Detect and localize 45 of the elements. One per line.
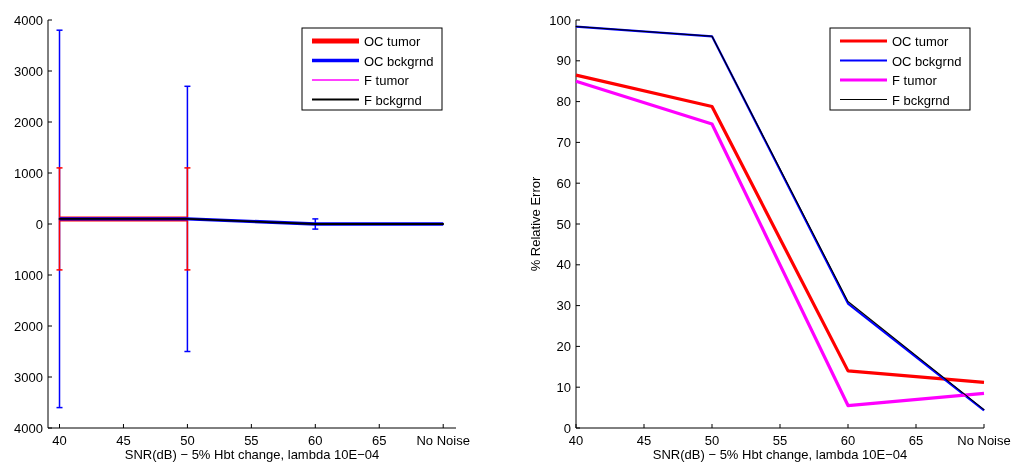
y-tick-label: 50 bbox=[556, 216, 571, 232]
y-tick-label: 100 bbox=[549, 12, 571, 28]
y-tick-label: 70 bbox=[556, 134, 571, 150]
y-tick-label: 3000 bbox=[14, 369, 43, 385]
y-tick-label: 3000 bbox=[14, 63, 43, 79]
legend-label: F tumor bbox=[364, 73, 410, 88]
legend-label: F bckgrnd bbox=[364, 92, 422, 108]
x-tick-label: 65 bbox=[908, 433, 924, 448]
x-tick-label: 60 bbox=[308, 433, 323, 448]
y-tick-label: 30 bbox=[556, 298, 571, 314]
y-tick-label: 0 bbox=[35, 216, 43, 232]
x-tick-label: 40 bbox=[568, 433, 584, 448]
x-axis-title: SNR(dB) − 5% Hbt change, lambda 10E−04 bbox=[652, 447, 908, 462]
y-tick-label: 90 bbox=[556, 53, 571, 69]
x-tick-label: 40 bbox=[52, 433, 67, 448]
x-tick-label: No Noise bbox=[416, 433, 470, 448]
legend-label: OC bckgrnd bbox=[364, 53, 434, 69]
x-tick-label: 65 bbox=[372, 433, 387, 448]
x-tick-label: 55 bbox=[244, 433, 259, 448]
legend-label: F bckgrnd bbox=[892, 92, 950, 108]
y-tick-label: 2000 bbox=[14, 318, 43, 334]
y-tick-label: 1000 bbox=[14, 165, 43, 181]
x-tick-label: 60 bbox=[840, 433, 856, 448]
legend-label: OC bckgrnd bbox=[892, 53, 962, 69]
y-tick-label: 1000 bbox=[14, 267, 43, 283]
x-axis-title: SNR(dB) − 5% Hbt change, lambda 10E−04 bbox=[124, 447, 380, 462]
y-tick-label: 4000 bbox=[14, 12, 43, 28]
x-tick-label: No Noise bbox=[957, 433, 1011, 448]
y-tick-label: 4000 bbox=[14, 420, 43, 436]
legend-label: F tumor bbox=[892, 73, 938, 88]
legend-label: OC tumor bbox=[364, 34, 422, 49]
x-tick-label: 50 bbox=[704, 433, 720, 448]
legend-label: OC tumor bbox=[892, 34, 950, 49]
x-tick-label: 55 bbox=[772, 433, 788, 448]
y-tick-label: 0 bbox=[563, 420, 571, 436]
y-tick-label: 10 bbox=[556, 379, 571, 395]
y-tick-label: 2000 bbox=[14, 114, 43, 130]
y-tick-label: 80 bbox=[556, 94, 571, 110]
y-tick-label: 60 bbox=[556, 175, 571, 191]
y-axis-title: % Relative Error bbox=[528, 176, 543, 272]
y-tick-label: 40 bbox=[556, 257, 571, 273]
x-tick-label: 50 bbox=[180, 433, 195, 448]
x-tick-label: 45 bbox=[636, 433, 652, 448]
y-tick-label: 20 bbox=[556, 338, 571, 354]
x-tick-label: 45 bbox=[116, 433, 131, 448]
